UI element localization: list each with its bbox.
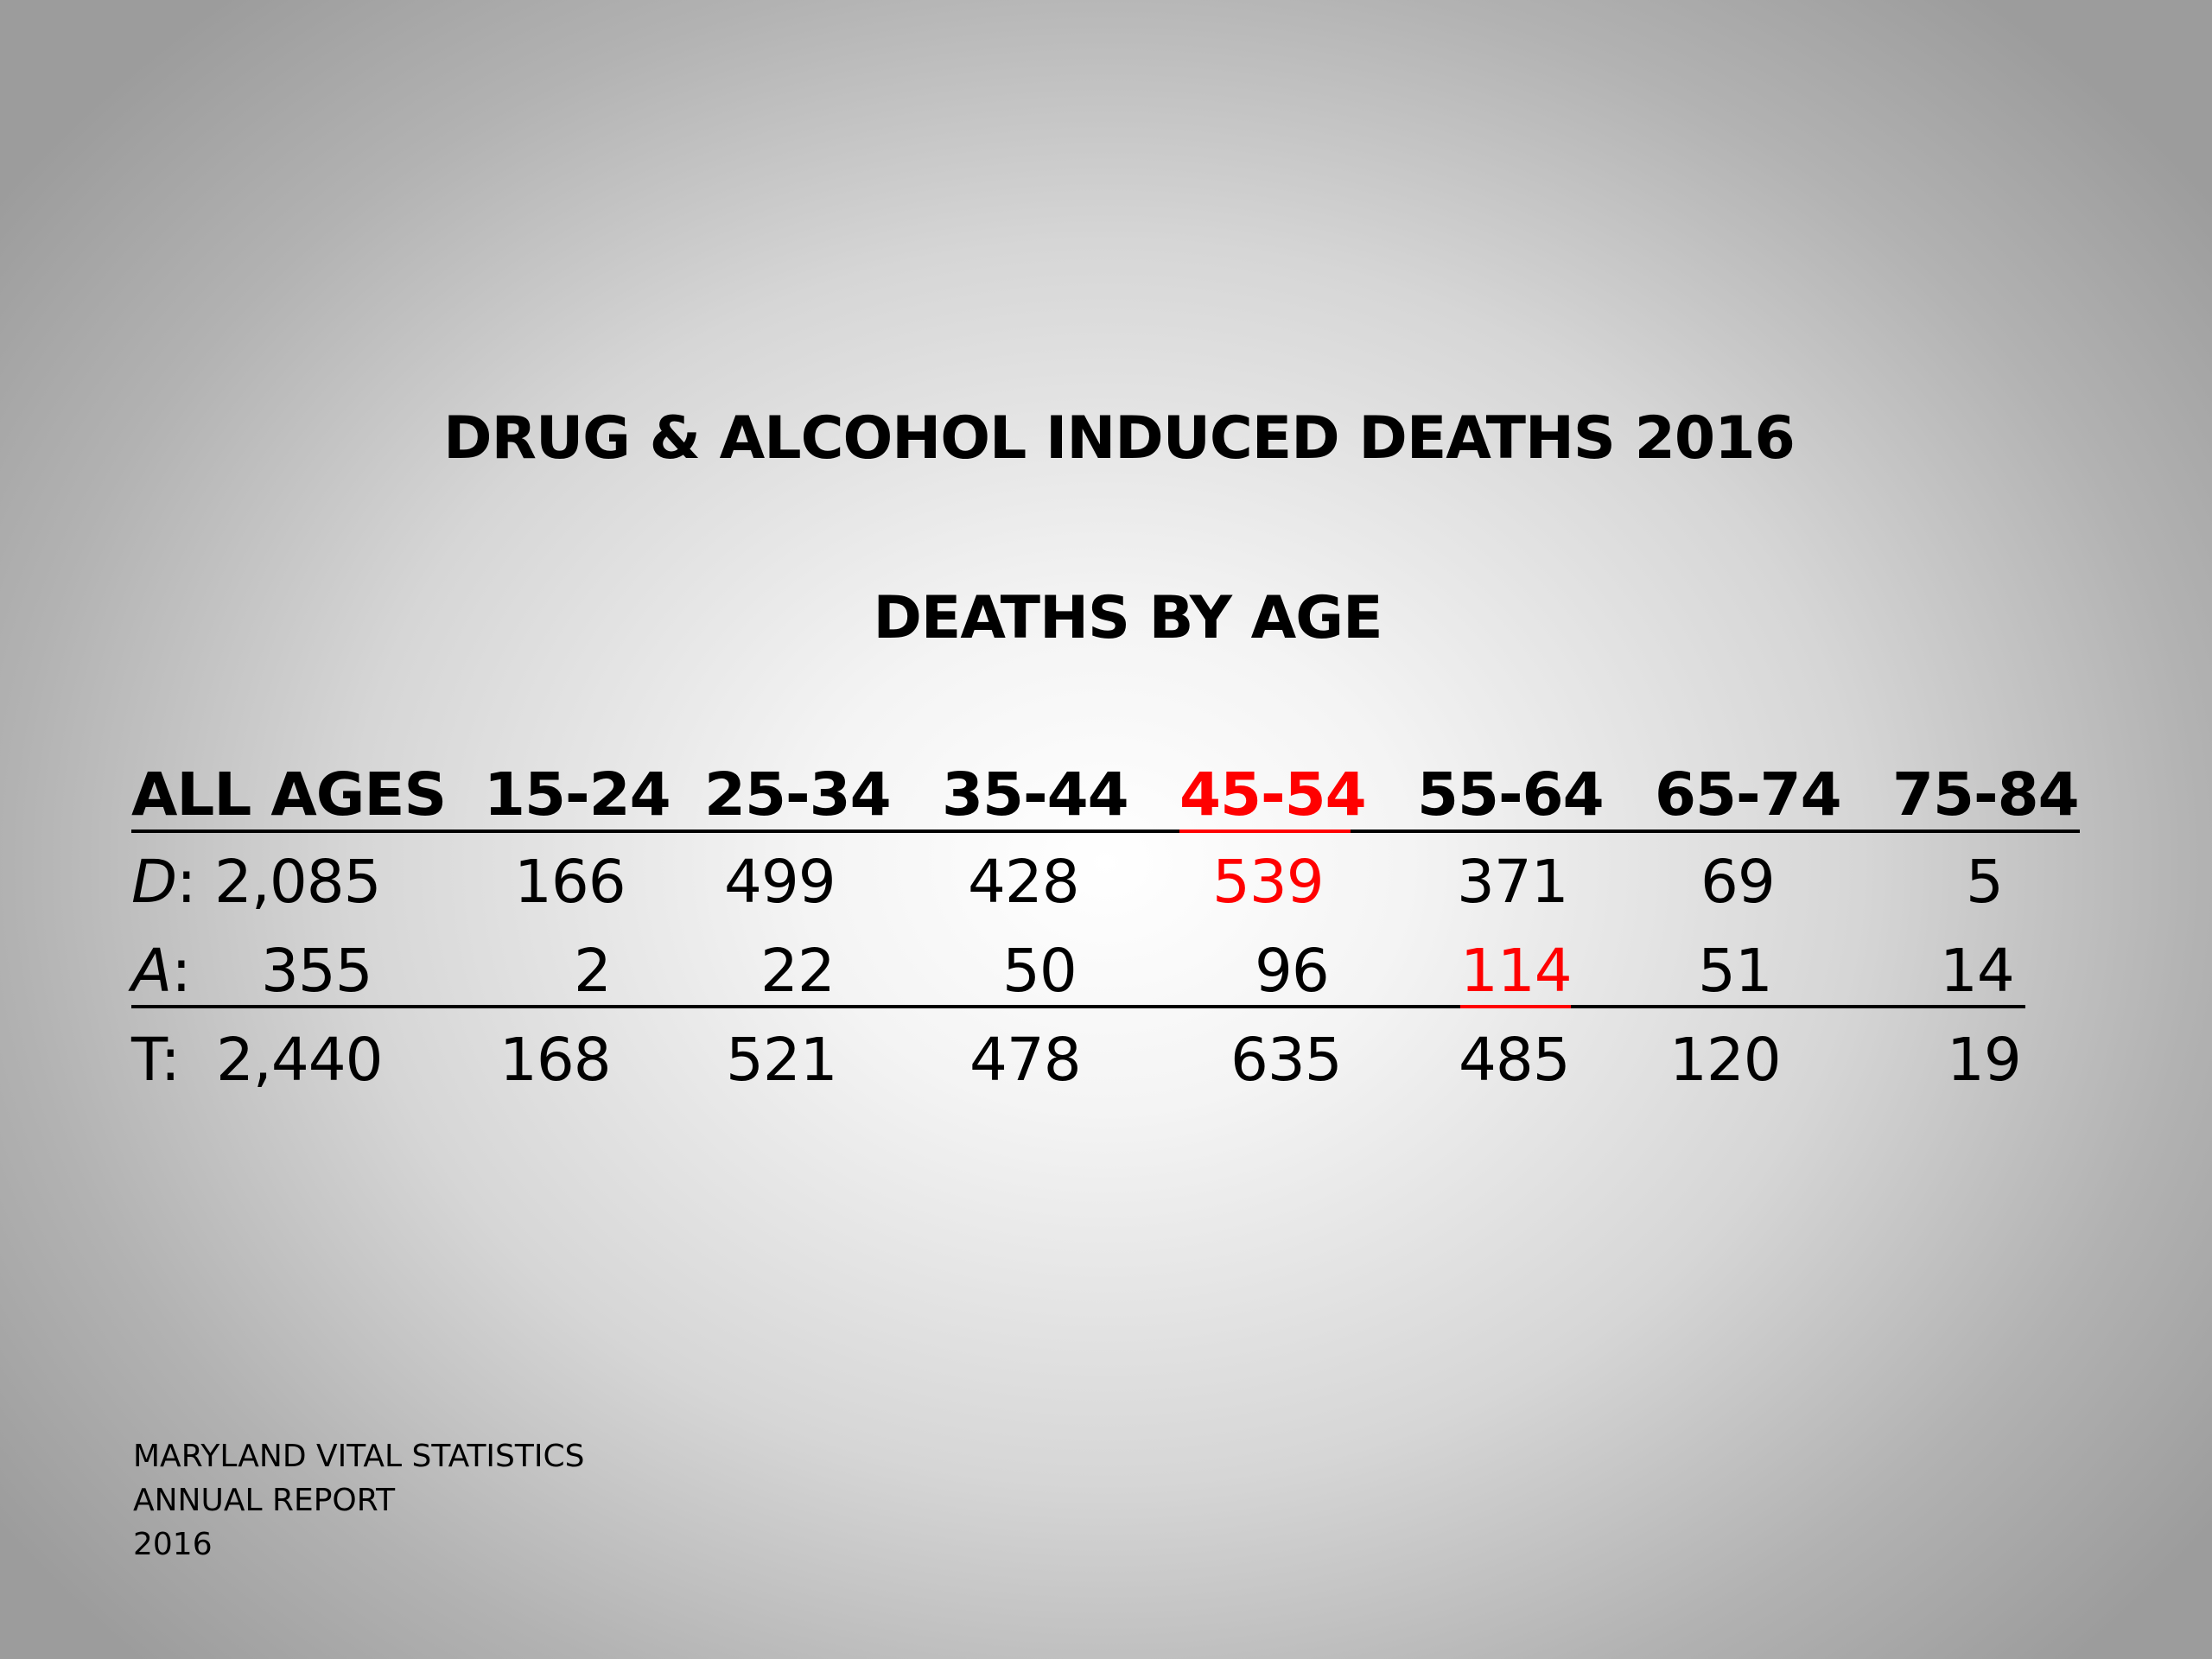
slide-title: DRUG & ALCOHOL INDUCED DEATHS 2016 [443,404,1796,473]
row-t-value-55-64: 485 [1459,1026,1571,1095]
slide-subtitle: DEATHS BY AGE [873,584,1382,652]
row-t-value-25-34: 521 [726,1026,838,1095]
header-all-ages: ALL AGES [131,760,447,830]
row-t-value-15-24: 168 [499,1026,612,1095]
row-d-label: D: [131,848,196,917]
header-rule [131,830,2080,833]
header-age-75-84: 75-84 [1892,760,2080,830]
row-t-value-35-44: 478 [969,1026,1082,1095]
row-d-value-45-54: 539 [1212,848,1325,917]
row-a-separator: : [171,937,191,1006]
row-d-value-35-44: 428 [968,848,1080,917]
row-a-letter: A [131,937,172,1006]
footer-line-1: MARYLAND VITAL STATISTICS [133,1439,585,1474]
row-t-total: 2,440 [216,1026,384,1095]
row-d-value-65-74: 69 [1700,848,1776,917]
row-a-value-35-44: 50 [1002,937,1077,1006]
footer-line-3: 2016 [133,1527,213,1562]
row-t-value-45-54: 635 [1230,1026,1343,1095]
row-a-value-55-64: 114 [1460,937,1573,1006]
header-age-65-74: 65-74 [1655,760,1842,830]
row-d-value-15-24: 166 [514,848,626,917]
row-a-value-15-24: 2 [574,937,612,1006]
a-row-highlight-underline [1460,1005,1571,1008]
row-d-separator: : [176,848,196,917]
row-a-label: A: [131,937,191,1006]
row-a-value-45-54: 96 [1255,937,1330,1006]
subtotal-rule [131,1005,2025,1008]
row-a-value-75-84: 14 [1940,937,2015,1006]
header-age-55-64: 55-64 [1417,760,1605,830]
header-age-15-24: 15-24 [484,760,671,830]
header-highlight-underline [1179,830,1351,833]
header-age-35-44: 35-44 [942,760,1129,830]
header-age-25-34: 25-34 [704,760,892,830]
row-a-value-65-74: 51 [1698,937,1773,1006]
row-d-value-25-34: 499 [724,848,836,917]
row-a-value-25-34: 22 [760,937,836,1006]
row-t-value-65-74: 120 [1669,1026,1782,1095]
row-d-total: 2,085 [214,848,382,917]
row-d-value-55-64: 371 [1457,848,1569,917]
row-t-value-75-84: 19 [1947,1026,2022,1095]
source-footer: MARYLAND VITAL STATISTICS ANNUAL REPORT … [133,1434,585,1567]
row-d-value-75-84: 5 [1966,848,2004,917]
header-age-45-54: 45-54 [1179,760,1367,830]
row-d-letter: D [131,848,177,917]
footer-line-2: ANNUAL REPORT [133,1483,396,1518]
row-t-label: T: [131,1026,181,1095]
row-a-total: 355 [261,937,373,1006]
